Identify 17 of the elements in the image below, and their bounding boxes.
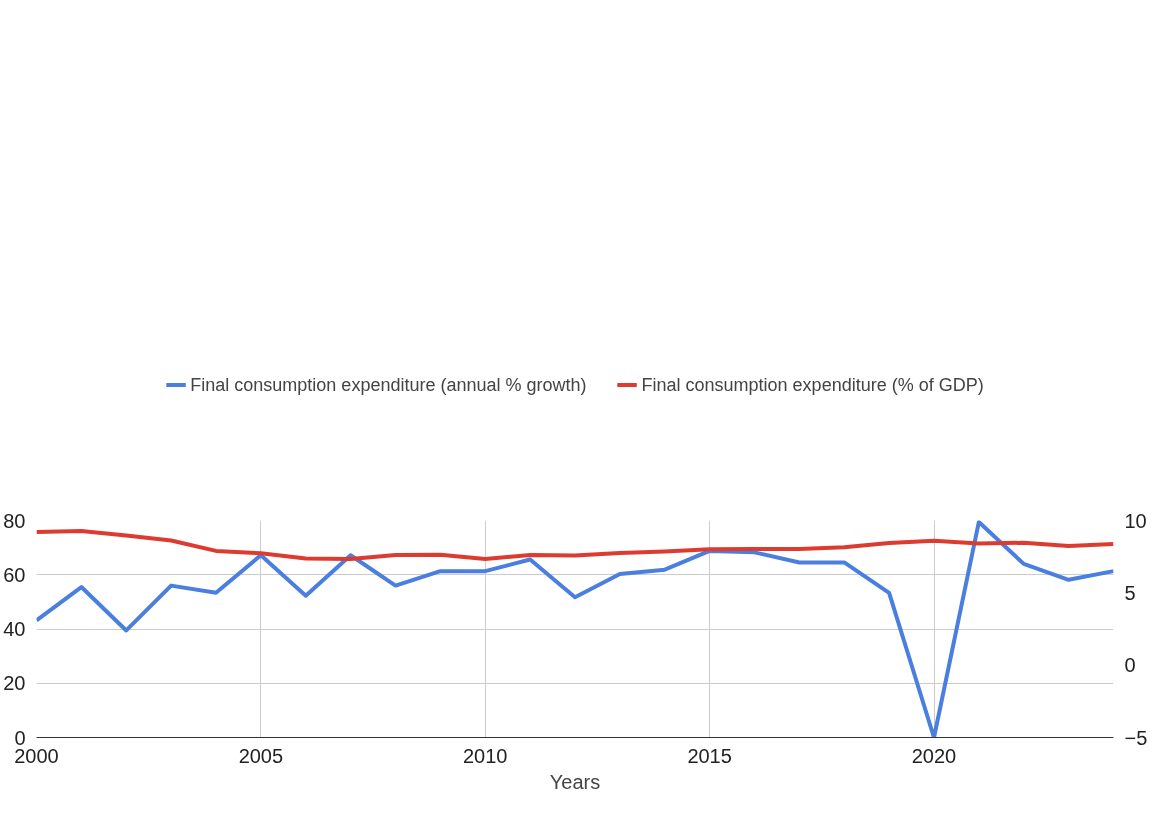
y2-tick-label: 5: [1124, 581, 1136, 604]
y-tick-label: 60: [3, 563, 26, 586]
line-series: [36, 529, 1114, 562]
y-tick-label: 80: [3, 509, 26, 532]
y-tick-label: 40: [3, 618, 26, 640]
y2-tick-label: 10: [1124, 509, 1147, 532]
legend-label: Final consumption expenditure (annual % growth): [190, 374, 587, 396]
x-tick-label: 2005: [238, 744, 284, 767]
x-axis-title: Years: [549, 770, 601, 793]
y-tick-label: 20: [3, 672, 26, 695]
x-tick-label: 2010: [463, 744, 508, 767]
legend-label: Final consumption expenditure (% of GDP): [641, 374, 984, 396]
x-tick-label: 2020: [911, 744, 957, 767]
y2-tick-label: −5: [1124, 726, 1148, 749]
line-series: [36, 520, 1114, 738]
x-tick-label: 2015: [687, 744, 732, 767]
y2-tick-label: 0: [1124, 654, 1136, 677]
